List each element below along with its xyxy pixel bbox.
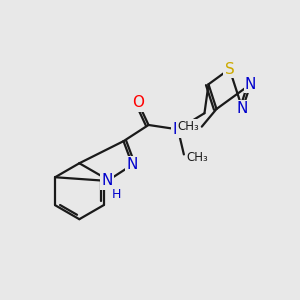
Text: N: N: [172, 122, 184, 137]
Text: N: N: [237, 101, 248, 116]
Text: H: H: [112, 188, 121, 201]
Text: CH₃: CH₃: [177, 120, 199, 133]
Text: CH₃: CH₃: [187, 151, 208, 164]
Text: O: O: [132, 95, 144, 110]
Text: N: N: [245, 77, 256, 92]
Text: N: N: [102, 173, 113, 188]
Text: S: S: [225, 61, 234, 76]
Text: N: N: [127, 157, 138, 172]
